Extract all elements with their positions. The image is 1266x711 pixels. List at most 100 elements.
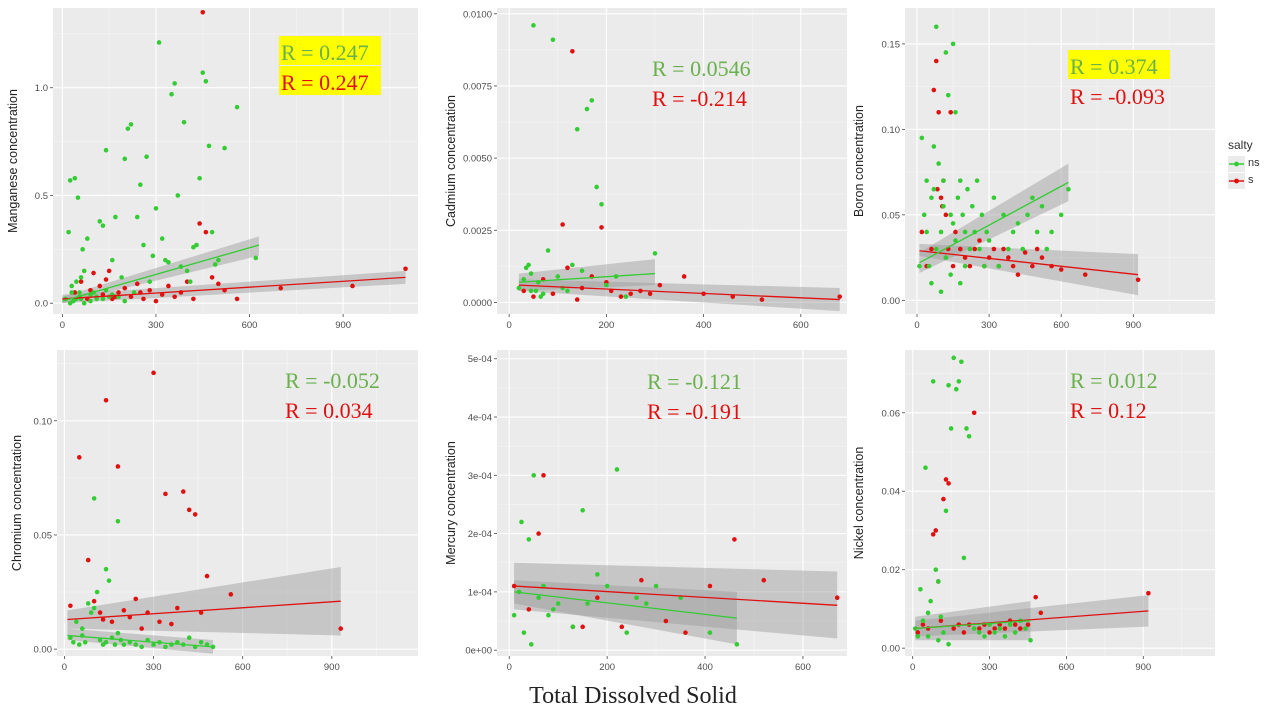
annotation-r-value: R = -0.121 (647, 369, 742, 394)
x-tick-label: 0 (914, 320, 919, 331)
annotation-r-value: R = 0.0546 (652, 56, 751, 81)
data-point-s (618, 294, 624, 299)
data-point-ns (1006, 246, 1011, 252)
data-point-ns (924, 229, 929, 235)
data-point-ns (127, 639, 133, 645)
data-point-ns (1066, 186, 1071, 192)
x-tick-label: 300 (982, 662, 998, 673)
data-point-ns (184, 268, 190, 274)
data-point-s (1146, 590, 1151, 596)
fit-line-ns (518, 272, 656, 283)
data-point-ns (1028, 638, 1033, 643)
data-point-s (338, 626, 344, 631)
data-point-ns (125, 126, 131, 131)
data-point-ns (924, 178, 929, 183)
data-point-s (1025, 622, 1031, 627)
data-point-s (180, 489, 186, 494)
y-tick-label: 0.00 (882, 644, 901, 655)
fit-line-s (514, 585, 838, 606)
data-point-s (85, 557, 91, 563)
data-point-ns (938, 229, 944, 235)
chart-panel-1: 0 200 400 600 0.0000 0.0025 0.0050 0.0075 0.0100… (444, 8, 847, 331)
y-axis-label: Cadmium concentration (444, 95, 458, 227)
y-tick-label: 5e-04 (468, 354, 492, 365)
data-point-s (933, 58, 939, 64)
data-point-ns (917, 263, 922, 269)
data-point-ns (94, 589, 100, 595)
confidence-band-s (67, 566, 341, 636)
fit-line-ns (514, 591, 737, 619)
data-point-ns (951, 355, 956, 361)
data-point-ns (511, 612, 517, 618)
annotation-r-value: R = 0.374 (1070, 54, 1158, 79)
x-tick-label: 0 (60, 320, 65, 331)
plot-background (57, 350, 418, 656)
data-point-ns (100, 296, 106, 302)
data-point-ns (925, 610, 931, 616)
data-point-ns (528, 642, 534, 647)
confidence-band-s (514, 562, 838, 639)
data-point-ns (734, 642, 740, 647)
data-point-ns (538, 294, 544, 299)
data-point-s (141, 296, 146, 302)
data-point-ns (982, 263, 987, 269)
data-point-ns (85, 236, 90, 241)
data-point-s (761, 577, 767, 583)
data-point-s (192, 512, 198, 517)
data-point-ns (531, 473, 537, 478)
data-point-s (972, 246, 977, 252)
data-point-s (560, 222, 565, 227)
data-point-ns (926, 263, 932, 269)
legend: salty ns s (1228, 138, 1266, 190)
data-point-ns (68, 635, 73, 641)
annotation-highlight (279, 66, 381, 95)
data-point-s (948, 109, 953, 115)
data-point-s (200, 10, 206, 15)
y-tick-label: 0.10 (34, 416, 53, 427)
data-point-ns (109, 257, 115, 263)
plot-area (67, 370, 344, 654)
data-point-s (834, 595, 840, 601)
data-point-ns (960, 212, 965, 218)
data-point-ns (163, 644, 168, 650)
data-point-ns (931, 144, 937, 149)
data-point-ns (555, 601, 561, 606)
data-point-ns (216, 257, 221, 263)
data-point-ns (1010, 229, 1016, 235)
data-point-ns (936, 579, 941, 584)
data-point-s (991, 246, 997, 252)
data-point-ns (69, 290, 75, 295)
data-point-ns (1001, 212, 1006, 218)
y-tick-label: 0e+00 (465, 646, 492, 657)
data-point-ns (945, 92, 951, 98)
data-point-ns (166, 259, 171, 265)
data-point-ns (1015, 221, 1021, 226)
x-tick-label: 600 (235, 662, 251, 673)
data-point-ns (175, 193, 181, 198)
data-point-ns (103, 566, 109, 572)
plot-area (62, 10, 408, 306)
confidence-band-s (915, 595, 1149, 637)
data-point-s (159, 292, 165, 297)
data-point-ns (936, 638, 941, 643)
data-point-ns (1025, 212, 1030, 218)
data-point-ns (85, 601, 91, 606)
data-point-ns (103, 639, 109, 645)
data-point-s (1001, 246, 1006, 252)
data-point-ns (151, 642, 156, 647)
data-point-ns (121, 642, 127, 647)
data-point-s (203, 229, 209, 235)
data-point-ns (88, 298, 93, 304)
y-tick-label: 4e-04 (468, 413, 492, 424)
data-point-ns (920, 618, 926, 623)
data-point-ns (516, 285, 522, 291)
data-point-s (1010, 263, 1016, 269)
data-point-s (68, 603, 73, 609)
data-point-s (957, 246, 963, 252)
data-point-ns (623, 294, 629, 299)
data-point-s (147, 287, 153, 293)
data-point-s (730, 294, 736, 299)
data-point-ns (1049, 229, 1054, 235)
data-point-s (950, 263, 956, 269)
data-point-s (403, 266, 408, 272)
